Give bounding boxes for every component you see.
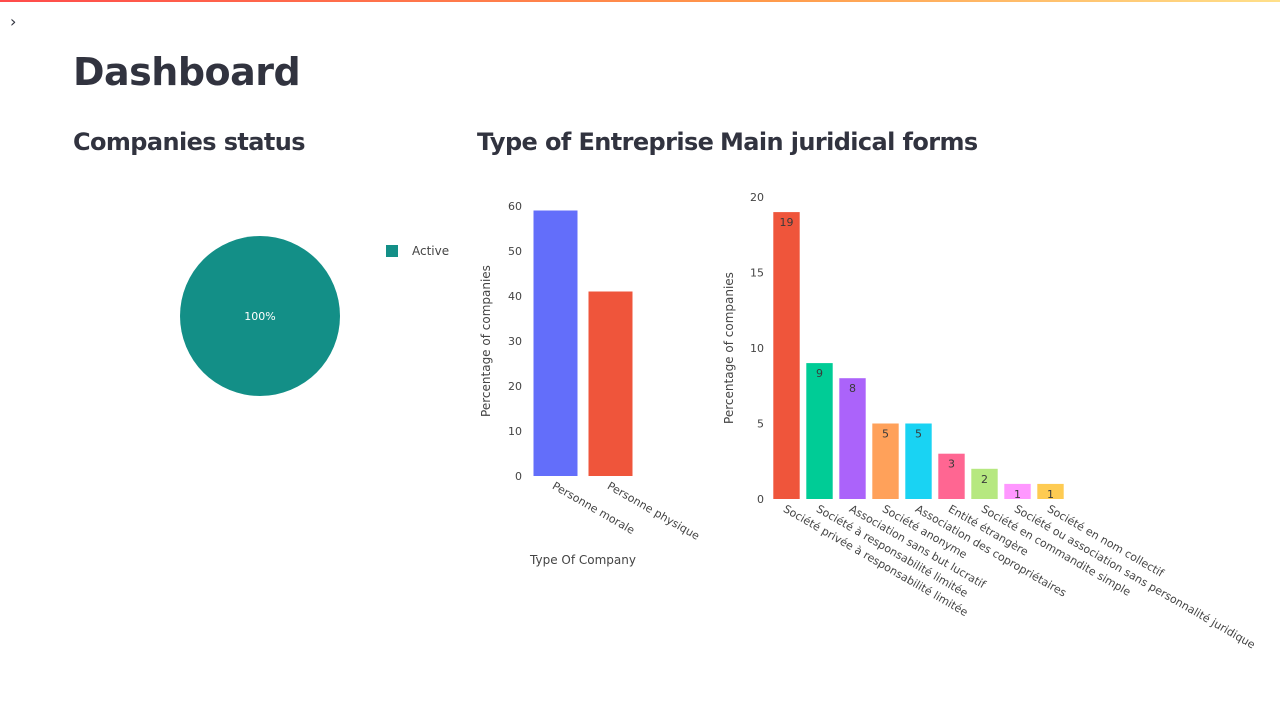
y-tick-label: 50 (508, 245, 522, 258)
companies-status-title: Companies status (73, 128, 306, 156)
bar-6 (938, 453, 965, 499)
bar-5 (905, 423, 932, 499)
y-axis-title: Percentage of companies (479, 265, 493, 417)
y-tick-label: 10 (508, 425, 522, 438)
bar-value-label: 2 (981, 473, 988, 486)
y-tick-label: 10 (750, 342, 764, 355)
sidebar-expand-icon[interactable]: › (10, 12, 17, 31)
bar-value-label: 3 (948, 458, 955, 471)
y-tick-label: 20 (750, 191, 764, 204)
bar-value-label: 1 (1014, 488, 1021, 501)
y-tick-label: 5 (757, 418, 764, 431)
bar-4 (872, 423, 899, 499)
y-tick-label: 0 (757, 493, 764, 506)
bar-1 (773, 212, 800, 499)
y-tick-label: 20 (508, 380, 522, 393)
bar-2 (806, 363, 833, 499)
bar-1 (533, 210, 578, 476)
x-tick-label: Personne physique (605, 479, 702, 542)
pie-slice-active (180, 236, 340, 396)
y-tick-label: 60 (508, 200, 522, 213)
bar-value-label: 1 (1047, 488, 1054, 501)
y-tick-label: 30 (508, 335, 522, 348)
y-tick-label: 15 (750, 267, 764, 280)
legend-swatch (386, 245, 398, 257)
x-axis-title: Type Of Company (529, 553, 636, 567)
type-of-entreprise-title: Type of Entreprise (477, 128, 714, 156)
bar-7 (971, 468, 998, 499)
bar-9 (1037, 483, 1064, 499)
bar-value-label: 19 (780, 216, 794, 229)
bar-value-label: 8 (849, 382, 856, 395)
bar-value-label: 5 (882, 428, 889, 441)
pie-slice-label: 100% (244, 310, 275, 323)
header-decoration-bar (0, 0, 1280, 2)
legend-label: Active (412, 244, 449, 258)
main-juridical-forms-title: Main juridical forms (720, 128, 978, 156)
bar-8 (1004, 483, 1031, 499)
bar-value-label: 5 (915, 428, 922, 441)
y-axis-title: Percentage of companies (722, 272, 736, 424)
companies-status-pie-chart: 100% Active (180, 236, 449, 396)
y-tick-label: 40 (508, 290, 522, 303)
bar-3 (839, 378, 866, 499)
y-tick-label: 0 (515, 470, 522, 483)
bar-value-label: 9 (816, 367, 823, 380)
bar-2 (588, 291, 633, 476)
page-title: Dashboard (73, 50, 301, 94)
